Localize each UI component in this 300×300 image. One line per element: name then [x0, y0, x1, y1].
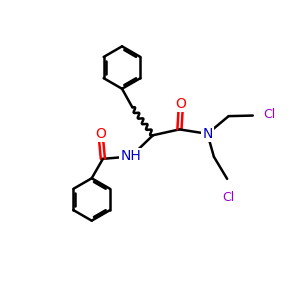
Text: O: O [176, 98, 186, 111]
Text: Cl: Cl [263, 109, 275, 122]
Text: O: O [95, 127, 106, 141]
Text: NH: NH [121, 149, 141, 164]
Text: Cl: Cl [223, 191, 235, 205]
Text: N: N [202, 127, 213, 141]
